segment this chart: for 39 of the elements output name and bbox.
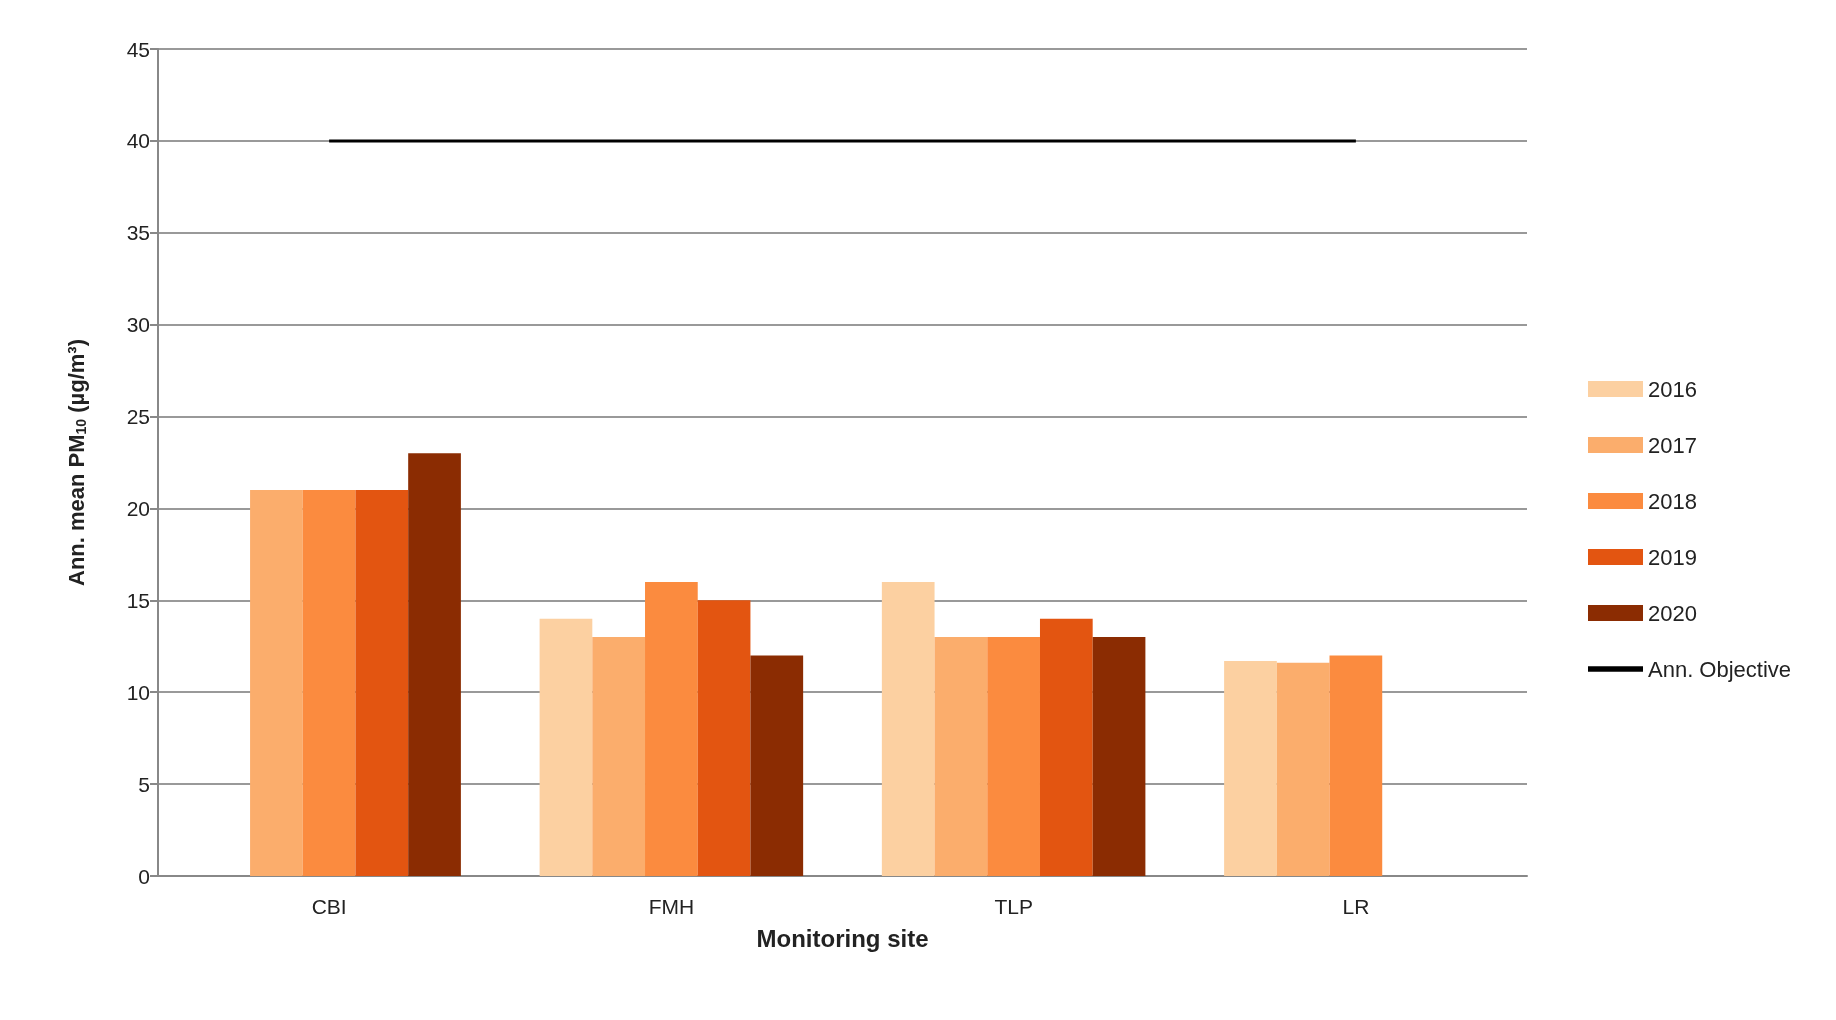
legend-label: 2020: [1648, 600, 1697, 626]
bar: [539, 618, 593, 876]
bar: [697, 600, 751, 876]
bar: [1329, 655, 1383, 876]
legend-label: 2018: [1648, 488, 1697, 514]
y-tick-label: 15: [126, 588, 150, 612]
x-tick-label: TLP: [994, 895, 1033, 918]
x-tick-label: CBI: [311, 895, 347, 918]
x-axis-title: Monitoring site: [756, 924, 929, 952]
legend-label: 2016: [1648, 376, 1697, 402]
bar: [302, 490, 356, 876]
y-tick-label: 25: [126, 405, 150, 429]
y-axis-title: Ann. mean PM10 (µg/m³): [63, 338, 89, 587]
x-tick-label: FMH: [648, 895, 695, 918]
y-tick-label: 5: [138, 772, 150, 796]
bar: [1276, 662, 1330, 876]
bar: [645, 581, 698, 876]
bar: [881, 581, 935, 876]
bar: [1092, 637, 1146, 876]
y-tick-label: 35: [126, 221, 150, 245]
y-tick-label: 40: [126, 129, 150, 153]
bar: [934, 637, 988, 876]
bar: [250, 490, 303, 876]
bar: [408, 453, 461, 876]
bar: [1224, 660, 1277, 876]
legend-label: Ann. Objective: [1648, 656, 1792, 682]
x-tick-label: LR: [1342, 895, 1370, 918]
y-tick-label: 45: [126, 37, 150, 61]
bar: [987, 637, 1040, 876]
bar: [1039, 618, 1093, 876]
y-tick-label: 20: [126, 496, 150, 520]
legend-label: 2019: [1648, 544, 1697, 570]
bar: [750, 655, 804, 876]
bar: [355, 490, 409, 876]
y-tick-label: 10: [126, 680, 150, 704]
legend-label: 2017: [1648, 432, 1697, 458]
y-tick-label: 30: [126, 313, 150, 337]
bar: [592, 637, 646, 876]
y-tick-label: 0: [138, 864, 150, 888]
